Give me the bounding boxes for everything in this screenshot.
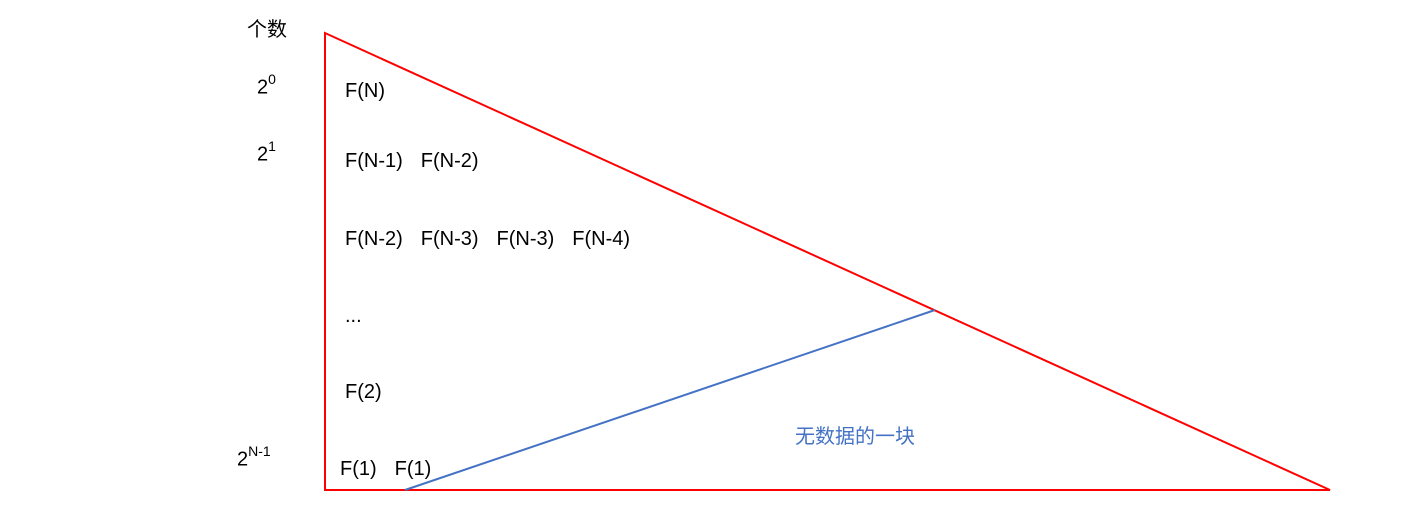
row-0: F(N) [345,80,385,103]
row-item: F(1) [340,458,377,480]
row-1: F(N-1) F(N-2) [345,150,479,173]
diagram-container: 个数 20212N-1 F(N)F(N-1)F(N-2)F(N-2)F(N-3)… [0,0,1404,520]
row-item: F(N-3) [497,228,555,250]
count-exp: 0 [268,71,276,87]
row-3: ... [345,305,362,328]
row-item: F(N-3) [421,228,479,250]
row-item: F(N) [345,80,385,102]
count-label-2: 2N-1 [237,445,271,472]
row-item: F(N-2) [345,228,403,250]
title-label: 个数 [247,13,287,42]
count-base: 2 [237,449,248,471]
count-label-0: 20 [257,73,276,100]
annotation-label: 无数据的一块 [795,420,915,449]
count-label-1: 21 [257,140,276,167]
row-item: F(N-2) [421,150,479,172]
row-item: ... [345,305,362,327]
row-item: F(N-4) [572,228,630,250]
row-item: F(1) [395,458,432,480]
inner-blue-line [405,310,935,490]
row-4: F(2) [345,381,382,404]
count-base: 2 [257,77,268,99]
count-base: 2 [257,144,268,166]
row-2: F(N-2) F(N-3) F(N-3) F(N-4) [345,228,630,251]
row-item: F(N-1) [345,150,403,172]
row-item: F(2) [345,381,382,403]
count-exp: N-1 [248,443,271,459]
row-5: F(1) F(1) [340,458,431,481]
diagram-svg [0,0,1404,520]
count-exp: 1 [268,138,276,154]
